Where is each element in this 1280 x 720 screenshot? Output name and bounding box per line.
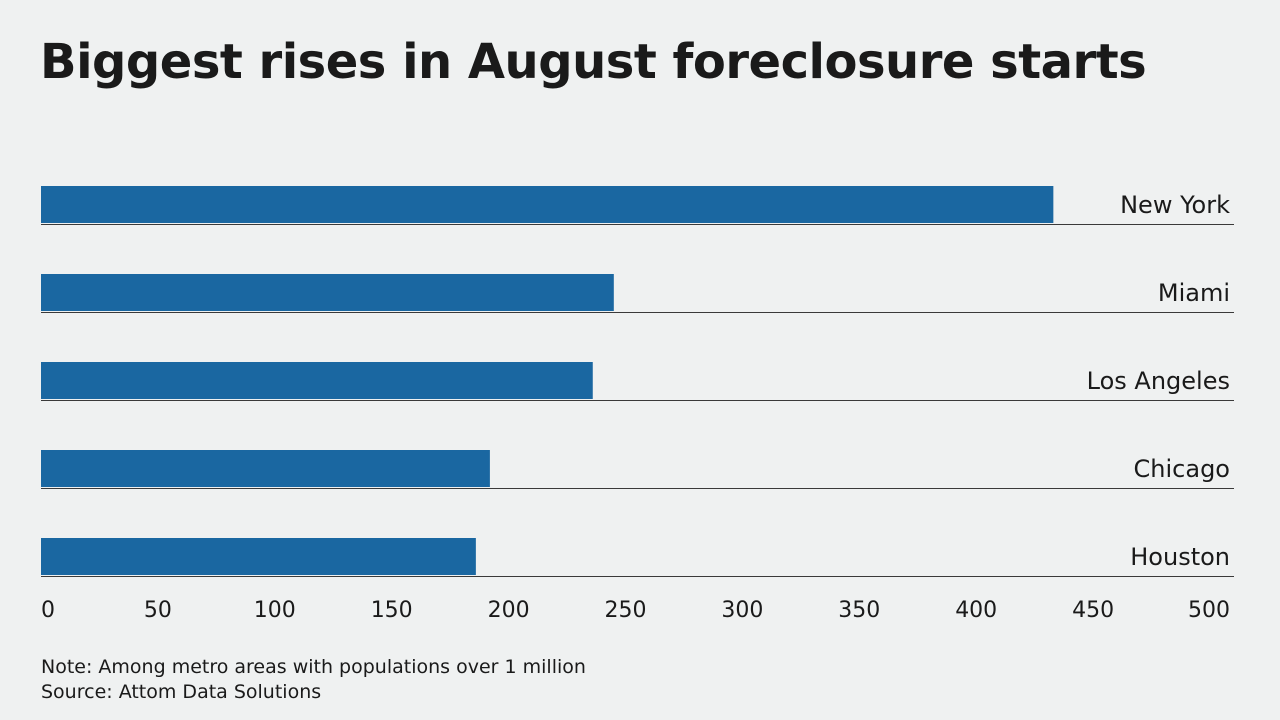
bar [41,362,593,399]
x-tick-label: 400 [955,598,997,623]
category-label: Miami [1158,279,1230,307]
x-tick-label: 200 [488,598,530,623]
x-tick-label: 500 [1188,598,1230,623]
bar [41,538,476,575]
chart-source: Source: Attom Data Solutions [41,681,322,703]
x-tick-label: 450 [1072,598,1114,623]
footnotes: Note: Among metro areas with populations… [41,655,586,705]
x-tick-label: 100 [254,598,296,623]
bar [41,274,614,311]
bar [41,450,490,487]
category-label: Chicago [1134,455,1230,483]
x-tick-label: 150 [371,598,413,623]
x-tick-label: 350 [838,598,880,623]
chart-note: Note: Among metro areas with populations… [41,656,586,678]
category-label: Houston [1130,543,1230,571]
x-tick-label: 300 [721,598,763,623]
category-label: New York [1120,191,1230,219]
chart-title: Biggest rises in August foreclosure star… [40,34,1147,90]
x-tick-label: 50 [144,598,172,623]
x-tick-label: 0 [41,598,55,623]
bar [41,186,1054,223]
x-tick-label: 250 [605,598,647,623]
category-label: Los Angeles [1087,367,1230,395]
